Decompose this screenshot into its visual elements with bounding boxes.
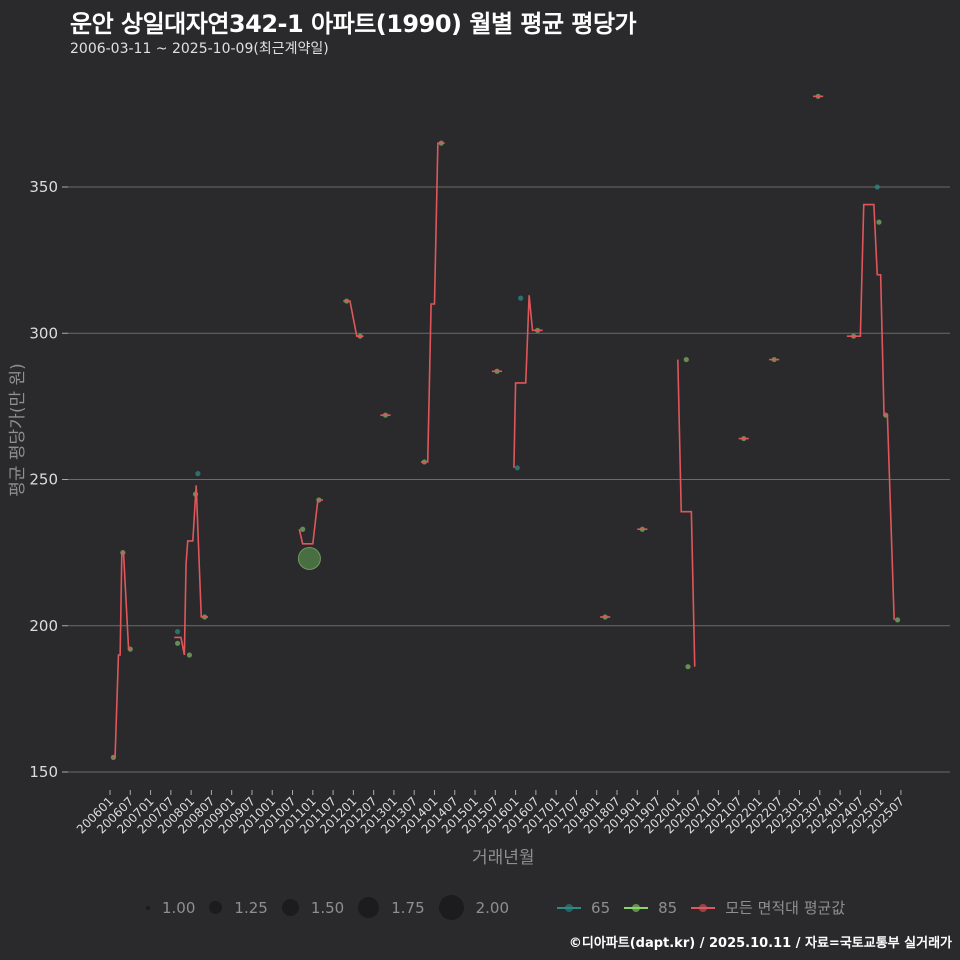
- size-dot-icon: [438, 895, 464, 920]
- point-65: [874, 184, 880, 190]
- avg-line-segment: [677, 359, 696, 667]
- large-data-point: [297, 546, 321, 570]
- legend-label: 85: [658, 898, 678, 917]
- point-85: [175, 640, 181, 646]
- avg-line-segment: [343, 300, 364, 337]
- size-dot-icon: [146, 905, 150, 910]
- legend-label: 1.50: [310, 898, 345, 917]
- point-85: [894, 617, 901, 623]
- y-tick-label: 250: [29, 471, 58, 489]
- point-85: [685, 664, 691, 670]
- size-dot-icon: [209, 901, 223, 914]
- y-tick-label: 200: [29, 617, 58, 635]
- point-65: [175, 629, 181, 635]
- legend-avg: 모든 면적대 평균값: [691, 897, 845, 918]
- legend-label: 1.25: [234, 898, 268, 917]
- point-65: [518, 295, 524, 301]
- avg-line-segment: [513, 295, 543, 468]
- line-85-icon: [624, 903, 649, 912]
- legend-label: 1.00: [162, 898, 196, 917]
- legend-size-1: 1.00: [140, 899, 195, 917]
- legend-size-5: 2.00: [438, 895, 510, 920]
- chart-subtitle: 2006-03-11 ~ 2025-10-09(최근계약일): [70, 41, 329, 57]
- legend-size-2: 1.25: [209, 898, 268, 917]
- y-tick-label: 150: [29, 763, 58, 781]
- size-dot-icon: [281, 899, 299, 916]
- legend-label: 모든 면적대 평균값: [725, 899, 846, 917]
- point-85: [876, 219, 882, 225]
- y-tick-label: 350: [29, 178, 58, 196]
- legend-label: 1.75: [391, 898, 425, 917]
- point-85: [300, 526, 306, 532]
- y-axis-label: 평균 평당가(만 원): [8, 363, 28, 497]
- size-dot-icon: [358, 897, 380, 918]
- point-85: [683, 356, 689, 363]
- legend-size-4: 1.75: [358, 897, 425, 918]
- line-65-icon: [557, 903, 582, 912]
- chart-legend: 1.00 1.25 1.50 1.75 2.00 65 85 모든 면적대 평균…: [140, 895, 859, 920]
- point-65: [514, 465, 520, 471]
- chart-title: 운안 상일대자연342-1 아파트(1990) 월별 평균 평당가: [70, 10, 637, 38]
- avg-line-segment: [298, 499, 323, 545]
- avg-line-segment: [420, 142, 445, 463]
- legend-label: 65: [591, 898, 611, 917]
- legend-65: 65: [557, 899, 610, 917]
- point-65: [195, 471, 201, 477]
- avg-line-segment: [111, 551, 132, 759]
- avg-line-segment: [174, 485, 209, 656]
- legend-85: 85: [624, 899, 677, 917]
- legend-label: 2.00: [475, 898, 510, 917]
- legend-size-3: 1.50: [281, 898, 345, 917]
- point-85: [186, 652, 193, 658]
- line-avg-icon: [691, 903, 716, 912]
- x-axis-label: 거래년월: [472, 848, 535, 868]
- y-tick-label: 300: [29, 324, 58, 342]
- source-caption: ©디아파트(dapt.kr) / 2025.10.11 / 자료=국토교통부 실…: [568, 936, 952, 951]
- avg-line-segment: [846, 203, 895, 620]
